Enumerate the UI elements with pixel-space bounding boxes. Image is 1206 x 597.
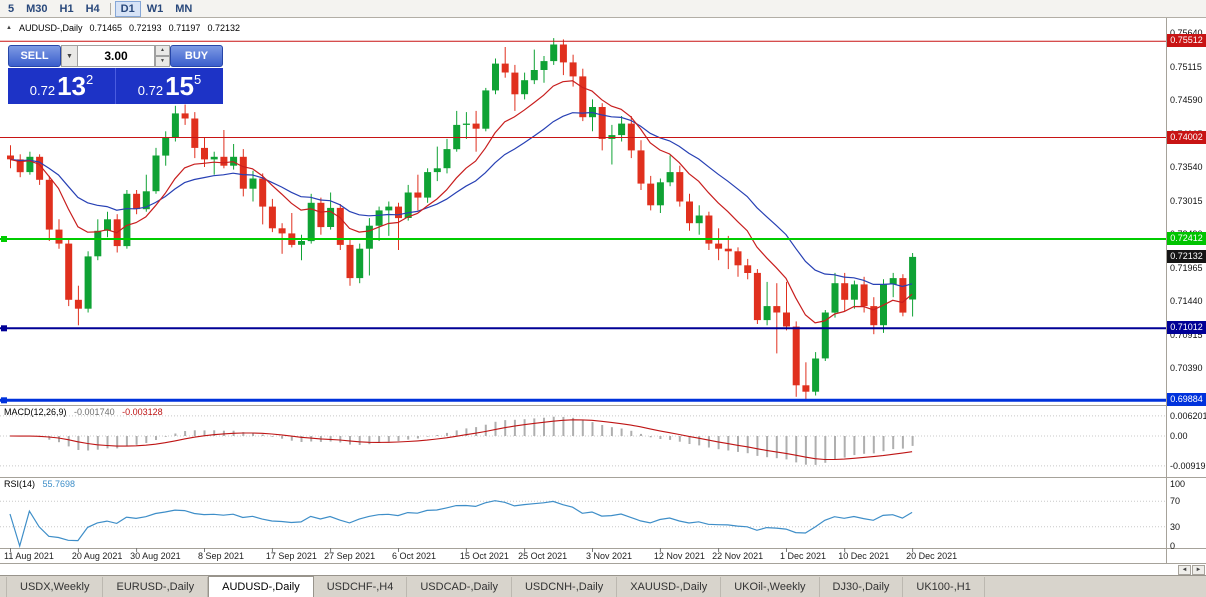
- timeframe-button-h4[interactable]: H4: [80, 1, 106, 17]
- ohlc-low: 0.71197: [168, 23, 201, 33]
- toolbar-divider: [109, 2, 111, 15]
- scroll-left-button[interactable]: ◄: [1178, 565, 1191, 575]
- order-options-dropdown[interactable]: ▼: [61, 45, 78, 67]
- chart-tab-uk100-h1[interactable]: UK100-,H1: [903, 577, 985, 597]
- sell-price-prefix: 0.72: [29, 83, 56, 98]
- lot-size-input[interactable]: [78, 45, 155, 67]
- macd-main-value: -0.001740: [74, 407, 115, 417]
- ohlc-open: 0.71465: [89, 23, 123, 33]
- timeframe-button-mn[interactable]: MN: [169, 1, 198, 17]
- chart-tab-xauusd-daily[interactable]: XAUUSD-,Daily: [617, 577, 722, 597]
- timeframe-toolbar: 5 M30 H1 H4 D1 W1 MN: [0, 0, 1206, 18]
- timeframe-button-5[interactable]: 5: [2, 1, 20, 17]
- chart-tab-ukoil-weekly[interactable]: UKOil-,Weekly: [721, 577, 820, 597]
- sell-button[interactable]: SELL: [8, 45, 61, 67]
- buy-price-display[interactable]: 0.72 15 5: [116, 68, 223, 104]
- sell-price-pipette: 2: [86, 72, 94, 87]
- chart-tab-usdx-weekly[interactable]: USDX,Weekly: [6, 577, 104, 597]
- buy-price-prefix: 0.72: [137, 83, 164, 98]
- rsi-name: RSI(14): [4, 479, 36, 489]
- lot-spinner: ▲ ▼: [155, 45, 170, 67]
- chart-collapse-icon[interactable]: ▲: [6, 25, 12, 31]
- chart-tabs-bar: USDX,Weekly EURUSD-,Daily AUDUSD-,Daily USD…: [0, 575, 1206, 597]
- chart-tab-eurusd-daily[interactable]: EURUSD-,Daily: [103, 577, 209, 597]
- rsi-value: 55.7698: [42, 479, 76, 489]
- timeframe-button-m30[interactable]: M30: [20, 1, 53, 17]
- chart-tab-usdchf-h4[interactable]: USDCHF-,H4: [314, 577, 408, 597]
- chart-scroll-strip: ◄ ►: [0, 564, 1206, 575]
- ohlc-close: 0.72132: [207, 23, 240, 33]
- ohlc-high: 0.72193: [129, 23, 162, 33]
- chart-tab-dj30-daily[interactable]: DJ30-,Daily: [820, 577, 904, 597]
- chart-tab-audusd-daily[interactable]: AUDUSD-,Daily: [208, 576, 314, 597]
- sell-price-display[interactable]: 0.72 13 2: [8, 68, 116, 104]
- lot-increase-button[interactable]: ▲: [155, 45, 170, 56]
- buy-button[interactable]: BUY: [170, 45, 223, 67]
- chart-symbol-label: AUDUSD-,Daily: [18, 23, 83, 33]
- sell-price-big: 13: [57, 71, 86, 101]
- timeframe-button-h1[interactable]: H1: [54, 1, 80, 17]
- buy-price-big: 15: [165, 71, 194, 101]
- buy-price-pipette: 5: [194, 72, 202, 87]
- timeframe-button-w1[interactable]: W1: [141, 1, 170, 17]
- macd-indicator-label: MACD(12,26,9) -0.001740 -0.003128: [4, 407, 163, 417]
- chevron-down-icon: ▼: [66, 52, 73, 60]
- chart-tab-usdcad-daily[interactable]: USDCAD-,Daily: [407, 577, 512, 597]
- macd-name: MACD(12,26,9): [4, 407, 67, 417]
- lot-decrease-button[interactable]: ▼: [155, 56, 170, 67]
- chart-tab-usdcnh-daily[interactable]: USDCNH-,Daily: [512, 577, 618, 597]
- timeframe-button-d1[interactable]: D1: [114, 0, 141, 17]
- scroll-right-button[interactable]: ►: [1192, 565, 1205, 575]
- rsi-indicator-label: RSI(14) 55.7698: [4, 479, 75, 489]
- macd-signal-value: -0.003128: [122, 407, 163, 417]
- chart-header: ▲ AUDUSD-,Daily 0.71465 0.72193 0.71197 …: [6, 23, 240, 33]
